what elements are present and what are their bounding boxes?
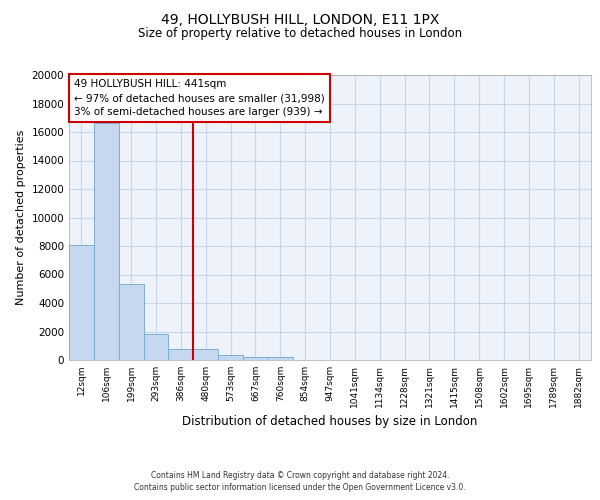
Y-axis label: Number of detached properties: Number of detached properties — [16, 130, 26, 305]
Bar — [143, 334, 169, 360]
Bar — [243, 356, 268, 360]
Bar — [218, 355, 243, 360]
X-axis label: Distribution of detached houses by size in London: Distribution of detached houses by size … — [182, 416, 478, 428]
Text: 49 HOLLYBUSH HILL: 441sqm
← 97% of detached houses are smaller (31,998)
3% of se: 49 HOLLYBUSH HILL: 441sqm ← 97% of detac… — [74, 80, 325, 118]
Bar — [169, 350, 193, 360]
Bar — [69, 244, 94, 360]
Text: Size of property relative to detached houses in London: Size of property relative to detached ho… — [138, 28, 462, 40]
Bar — [94, 124, 119, 360]
Bar — [119, 284, 143, 360]
Text: 49, HOLLYBUSH HILL, LONDON, E11 1PX: 49, HOLLYBUSH HILL, LONDON, E11 1PX — [161, 12, 439, 26]
Bar — [268, 357, 293, 360]
Text: Contains HM Land Registry data © Crown copyright and database right 2024.
Contai: Contains HM Land Registry data © Crown c… — [134, 471, 466, 492]
Bar — [193, 350, 218, 360]
